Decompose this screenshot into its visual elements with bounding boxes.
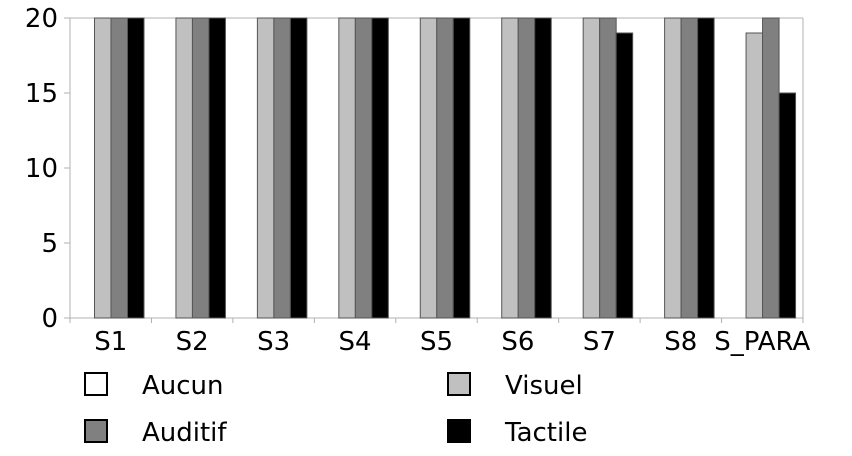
bar-tactile-s4: [371, 17, 389, 319]
bar-visuel-s2: [175, 17, 193, 319]
x-tick-label: S_PARA: [714, 327, 810, 357]
y-tick-label: 5: [41, 229, 58, 259]
bar-auditif-s2: [191, 17, 210, 319]
bar-auditif-s5: [436, 17, 454, 319]
bar-tactile-s_para: [778, 92, 797, 319]
legend-label-tactile: Tactile: [504, 418, 587, 448]
x-tick-label: S6: [501, 327, 534, 357]
x-tick-label: S5: [420, 327, 453, 357]
bar-auditif-s1: [110, 17, 128, 319]
legend-swatch-auditif: [84, 419, 108, 443]
bar-tactile-s3: [289, 17, 308, 319]
bar-visuel-s8: [664, 17, 682, 319]
bar-tactile-s1: [127, 17, 145, 319]
bar-auditif-s8: [680, 17, 699, 319]
bar-visuel-s3: [256, 17, 275, 319]
bar-visuel-s4: [338, 17, 356, 319]
x-tick-label: S4: [339, 327, 372, 357]
bar-tactile-s5: [452, 17, 471, 319]
x-axis: S1 S2 S3 S4 S5 S6 S7 S8 S_PARA: [69, 318, 811, 357]
legend-swatch-aucun: [84, 372, 108, 396]
bar-visuel-s6: [501, 17, 519, 319]
bars: [94, 17, 797, 319]
legend-swatch-visuel: [447, 372, 471, 396]
legend-swatch-tactile: [447, 419, 471, 443]
y-tick-label: 20: [25, 4, 58, 34]
x-tick-label: S1: [94, 327, 127, 357]
bar-tactile-s6: [534, 17, 552, 319]
bar-auditif-s7: [599, 17, 617, 319]
bar-tactile-s2: [208, 17, 226, 319]
bar-auditif-s4: [354, 17, 373, 319]
legend: Aucun Visuel Auditif Tactile: [84, 371, 587, 448]
y-tick-label: 0: [41, 304, 58, 334]
bar-visuel-s1: [94, 17, 112, 319]
x-tick-label: S7: [583, 327, 616, 357]
y-tick-label: 15: [25, 79, 58, 109]
bar-visuel-s_para: [745, 32, 764, 319]
legend-label-visuel: Visuel: [505, 371, 583, 401]
bar-tactile-s8: [697, 17, 715, 319]
bar-auditif-s3: [273, 17, 291, 319]
y-axis: 0 5 10 15 20: [25, 4, 70, 334]
x-tick-label: S8: [664, 327, 697, 357]
x-tick-label: S2: [176, 327, 209, 357]
legend-label-aucun: Aucun: [142, 371, 224, 401]
bar-visuel-s7: [582, 17, 601, 319]
bar-tactile-s7: [615, 32, 634, 319]
bar-auditif-s_para: [762, 17, 780, 319]
bar-auditif-s6: [517, 17, 536, 319]
legend-label-auditif: Auditif: [142, 418, 227, 448]
x-tick-label: S3: [257, 327, 290, 357]
bar-visuel-s5: [419, 17, 438, 319]
y-tick-label: 10: [25, 154, 58, 184]
